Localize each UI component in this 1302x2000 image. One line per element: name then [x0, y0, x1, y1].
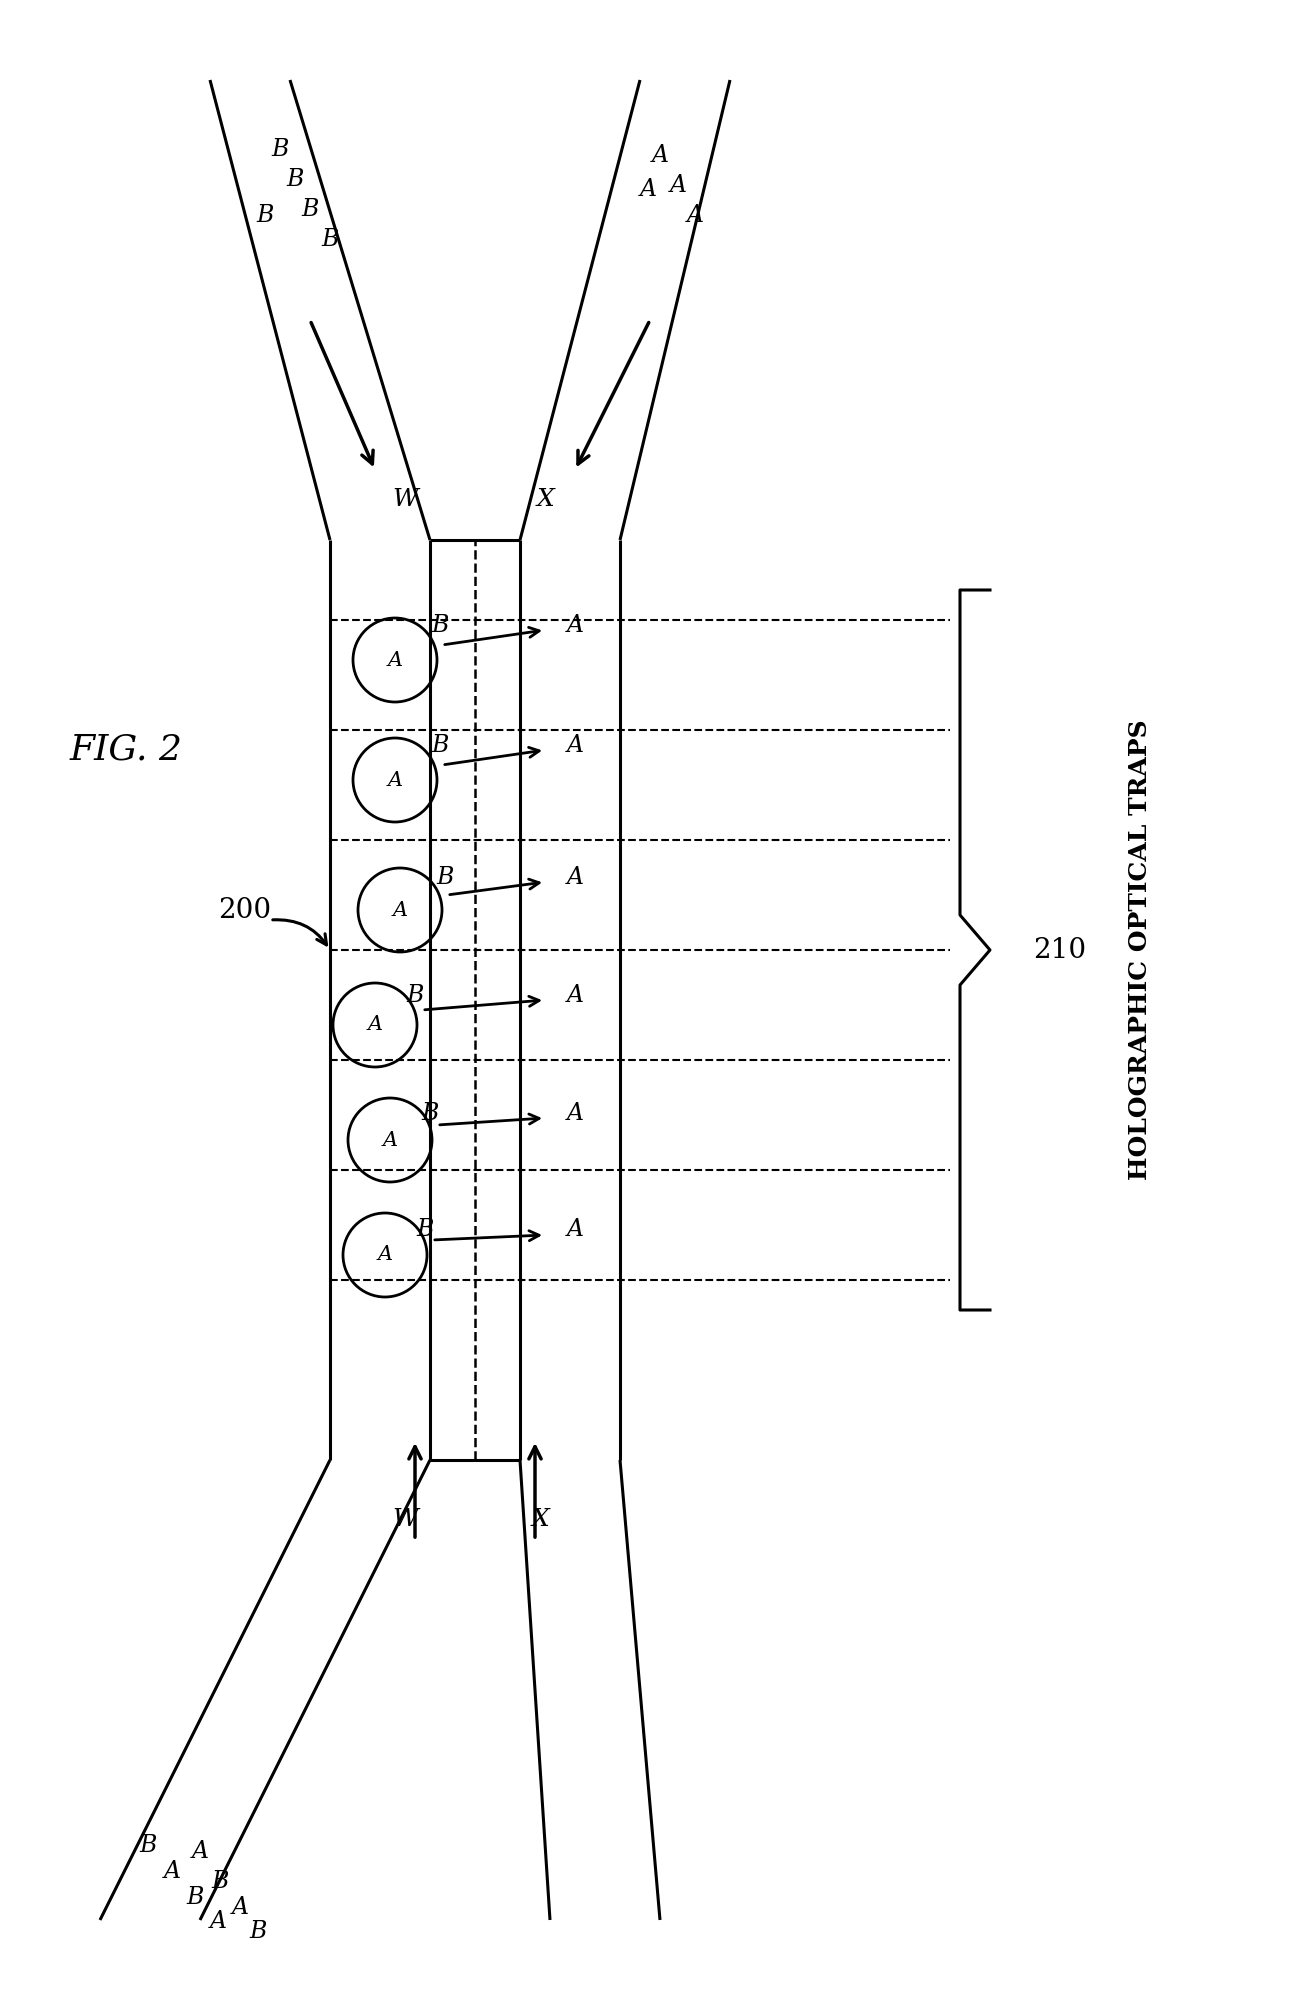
Text: B: B: [406, 984, 423, 1006]
Text: W: W: [392, 1508, 418, 1532]
Text: B: B: [431, 614, 449, 636]
Text: A: A: [651, 144, 668, 166]
Text: B: B: [431, 734, 449, 756]
Text: A: A: [566, 1218, 583, 1242]
Text: A: A: [566, 866, 583, 888]
Text: B: B: [211, 1870, 229, 1894]
Text: B: B: [249, 1920, 267, 1944]
Text: A: A: [686, 204, 703, 226]
Text: 200: 200: [219, 896, 272, 924]
Text: B: B: [271, 138, 289, 162]
Text: A: A: [210, 1910, 227, 1934]
Text: B: B: [422, 1102, 439, 1124]
Text: X: X: [536, 488, 553, 512]
Text: B: B: [286, 168, 303, 192]
Text: A: A: [383, 1130, 397, 1150]
Text: W: W: [392, 488, 418, 512]
Text: A: A: [388, 650, 402, 670]
Text: A: A: [392, 900, 408, 920]
Text: A: A: [566, 734, 583, 756]
Text: B: B: [417, 1218, 434, 1242]
Text: A: A: [232, 1896, 249, 1920]
Text: B: B: [186, 1886, 203, 1910]
Text: B: B: [301, 198, 319, 222]
Text: B: B: [322, 228, 339, 252]
Text: 210: 210: [1034, 936, 1087, 964]
Text: A: A: [388, 770, 402, 790]
Text: A: A: [191, 1840, 208, 1864]
Text: A: A: [669, 174, 686, 196]
Text: A: A: [378, 1246, 393, 1264]
Text: A: A: [367, 1016, 383, 1034]
Text: B: B: [256, 204, 273, 226]
Text: X: X: [531, 1508, 549, 1532]
Text: A: A: [566, 984, 583, 1006]
Text: B: B: [139, 1834, 156, 1856]
Text: A: A: [164, 1860, 181, 1884]
Text: B: B: [436, 866, 453, 888]
Text: A: A: [639, 178, 656, 202]
Text: A: A: [566, 1102, 583, 1124]
Text: A: A: [566, 614, 583, 636]
Text: HOLOGRAPHIC OPTICAL TRAPS: HOLOGRAPHIC OPTICAL TRAPS: [1128, 720, 1152, 1180]
Text: FIG. 2: FIG. 2: [70, 732, 184, 766]
